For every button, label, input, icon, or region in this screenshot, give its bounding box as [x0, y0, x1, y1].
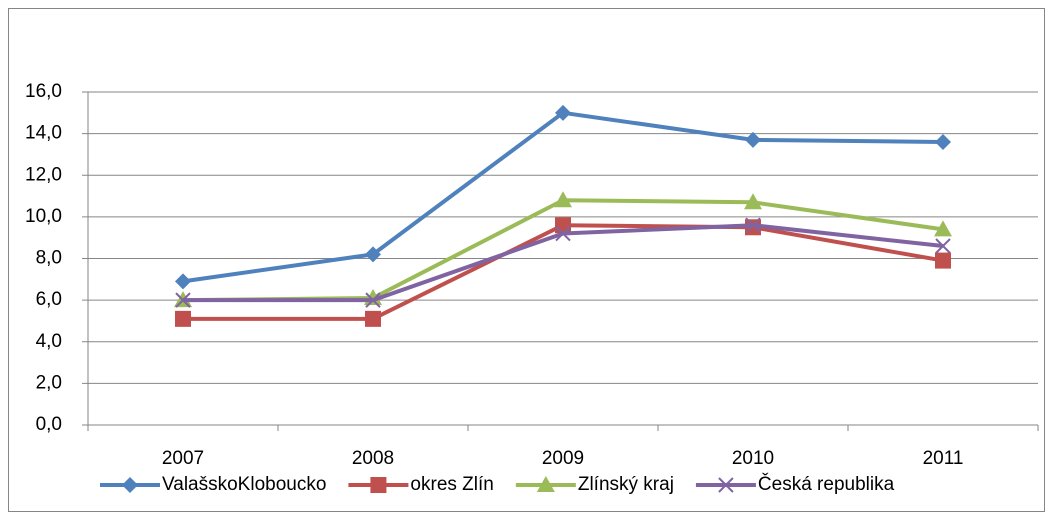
marker	[175, 310, 191, 327]
marker	[175, 292, 191, 308]
legend-marker	[718, 477, 734, 493]
marker	[365, 246, 381, 263]
marker	[935, 133, 951, 150]
marker	[175, 273, 191, 290]
marker	[935, 252, 951, 269]
y-tick-label: 2,0	[36, 372, 62, 393]
x-tick-label: 2007	[162, 448, 204, 469]
legend-marker	[536, 476, 555, 492]
legend-label: okres Zlín	[410, 474, 493, 495]
marker	[365, 292, 381, 308]
marker	[555, 225, 571, 242]
marker	[554, 191, 572, 208]
legend-label: ValašskoKloboucko	[162, 474, 326, 495]
marker	[745, 217, 761, 233]
y-tick-label: 8,0	[36, 248, 62, 269]
x-tick-label: 2011	[923, 448, 964, 469]
legend-label: Česká republika	[758, 473, 895, 495]
legend-label: Zlínský kraj	[578, 474, 674, 495]
y-tick-label: 4,0	[36, 331, 62, 352]
marker	[744, 193, 762, 210]
marker	[934, 220, 952, 237]
y-tick-label: 14,0	[25, 123, 62, 144]
x-tick-label: 2008	[352, 448, 394, 469]
y-tick-label: 16,0	[25, 81, 62, 102]
marker	[365, 310, 381, 327]
marker	[745, 219, 761, 236]
y-tick-label: 12,0	[25, 164, 62, 185]
marker	[935, 238, 951, 254]
y-tick-label: 0,0	[36, 414, 62, 435]
chart-frame	[8, 8, 1045, 512]
marker	[555, 217, 571, 234]
y-tick-label: 10,0	[25, 206, 62, 227]
y-tick-label: 6,0	[36, 289, 62, 310]
marker	[555, 104, 571, 121]
x-tick-label: 2009	[542, 448, 584, 469]
marker	[745, 131, 761, 148]
x-tick-label: 2010	[732, 448, 774, 469]
legend-marker	[122, 477, 138, 493]
legend-marker	[370, 477, 387, 493]
